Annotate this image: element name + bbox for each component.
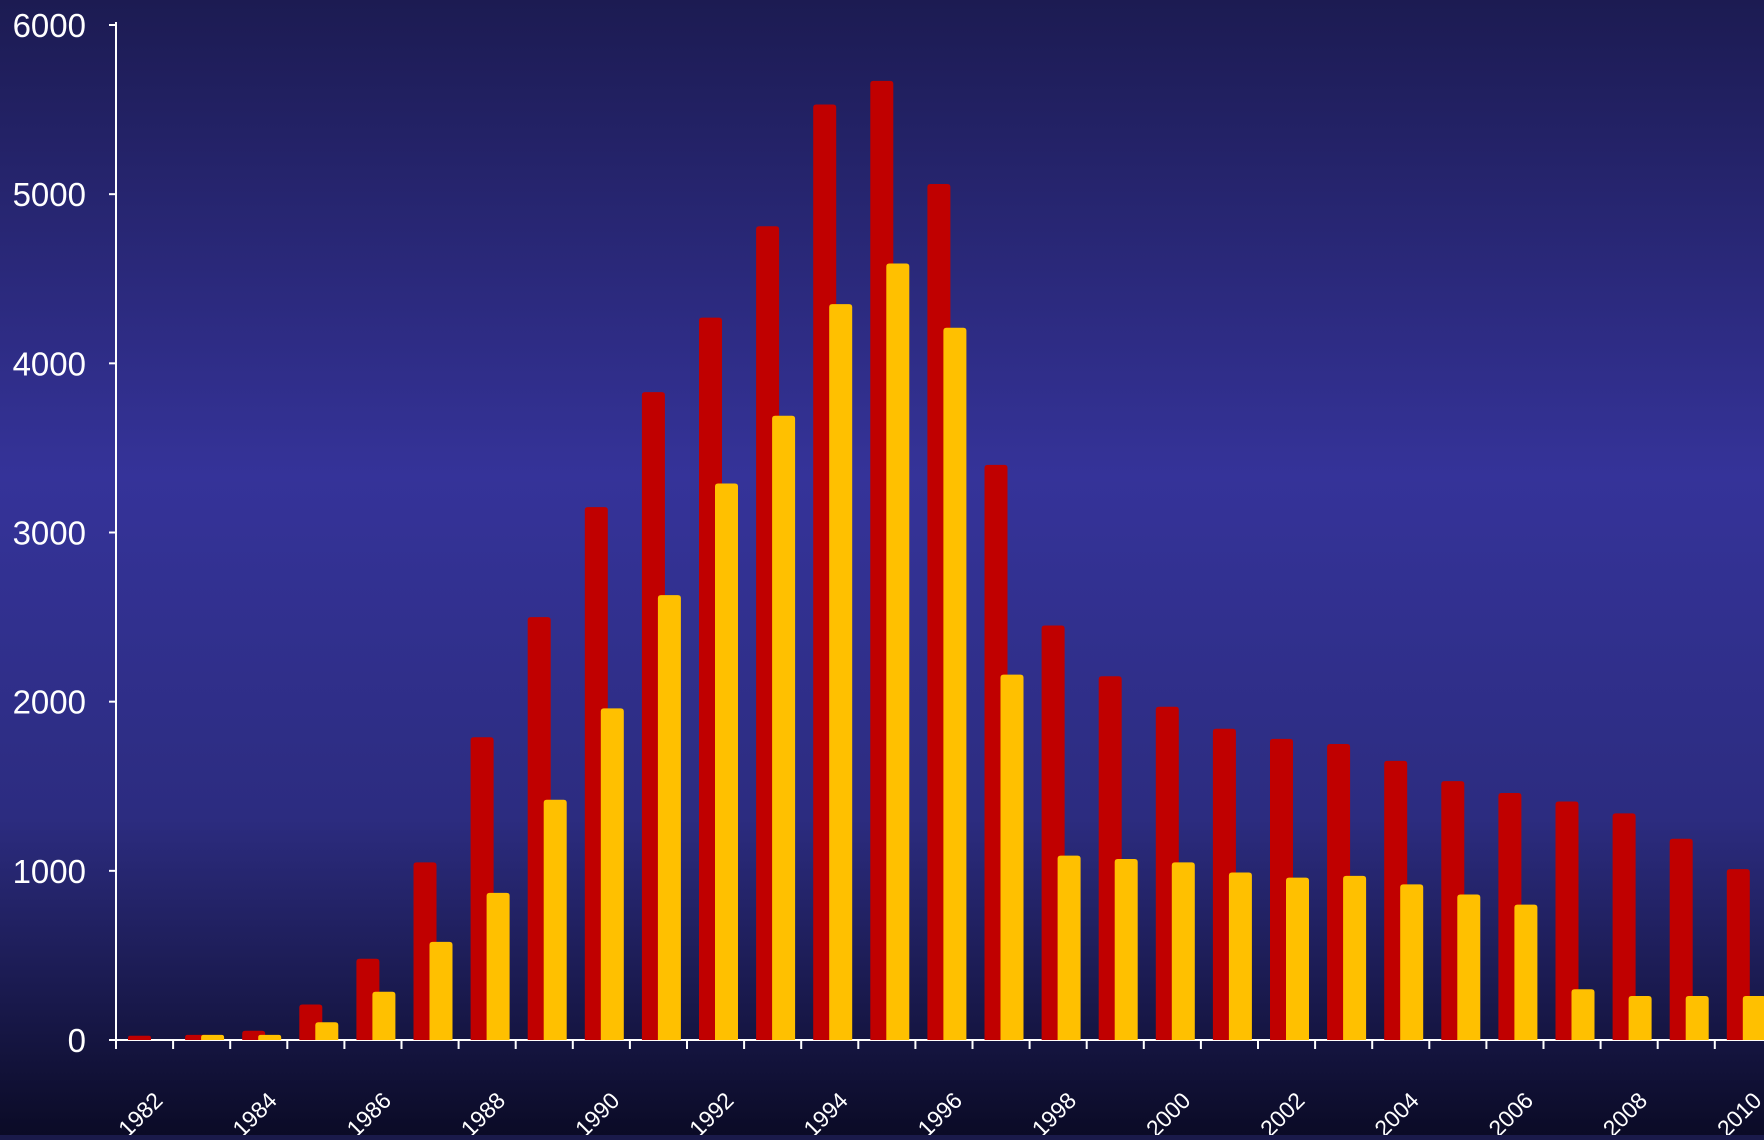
y-tick-label: 6000 xyxy=(13,7,86,44)
y-tick-label: 0 xyxy=(68,1022,86,1059)
bar-yellow-2005 xyxy=(1457,894,1481,1040)
bar-yellow-1983 xyxy=(201,1034,225,1040)
bar-yellow-1997 xyxy=(1000,674,1024,1040)
bar-red-2009 xyxy=(1669,838,1693,1040)
bar-yellow-1996 xyxy=(943,327,967,1040)
bar-yellow-1990 xyxy=(600,708,624,1040)
y-tick-label: 3000 xyxy=(13,515,86,552)
y-tick-label: 2000 xyxy=(13,684,86,721)
bar-yellow-1991 xyxy=(657,595,681,1040)
bar-yellow-1984 xyxy=(258,1034,282,1040)
bar-yellow-1995 xyxy=(886,263,910,1040)
bar-yellow-2006 xyxy=(1514,904,1538,1040)
bar-yellow-1992 xyxy=(715,483,738,1041)
bar-yellow-1988 xyxy=(486,892,510,1040)
bar-red-1982 xyxy=(128,1035,151,1040)
bar-red-2007 xyxy=(1555,801,1579,1040)
bar-yellow-2007 xyxy=(1571,989,1595,1040)
bar-yellow-1986 xyxy=(372,991,396,1040)
y-tick-label: 5000 xyxy=(13,176,86,213)
bar-red-2008 xyxy=(1612,813,1636,1040)
bar-yellow-2001 xyxy=(1228,872,1252,1040)
bar-yellow-2010 xyxy=(1742,996,1764,1040)
bar-yellow-1993 xyxy=(772,415,796,1040)
bar-yellow-1989 xyxy=(543,799,567,1040)
y-tick-label: 4000 xyxy=(13,345,86,382)
bar-yellow-2008 xyxy=(1628,996,1652,1040)
bars xyxy=(128,80,1764,1041)
bar-yellow-2003 xyxy=(1343,875,1367,1040)
y-tick-label: 1000 xyxy=(13,853,86,890)
bar-yellow-1999 xyxy=(1114,858,1138,1040)
bar-yellow-2009 xyxy=(1685,996,1709,1040)
bar-yellow-1987 xyxy=(429,941,453,1040)
bar-yellow-1998 xyxy=(1057,855,1081,1040)
y-axis: 0 1000 2000 3000 4000 5000 6000 xyxy=(13,7,117,1059)
bar-yellow-1985 xyxy=(315,1022,339,1040)
bar-yellow-2002 xyxy=(1286,877,1309,1040)
bar-yellow-1994 xyxy=(829,304,853,1040)
bar-yellow-2004 xyxy=(1400,884,1424,1040)
bar-yellow-2000 xyxy=(1171,862,1195,1040)
